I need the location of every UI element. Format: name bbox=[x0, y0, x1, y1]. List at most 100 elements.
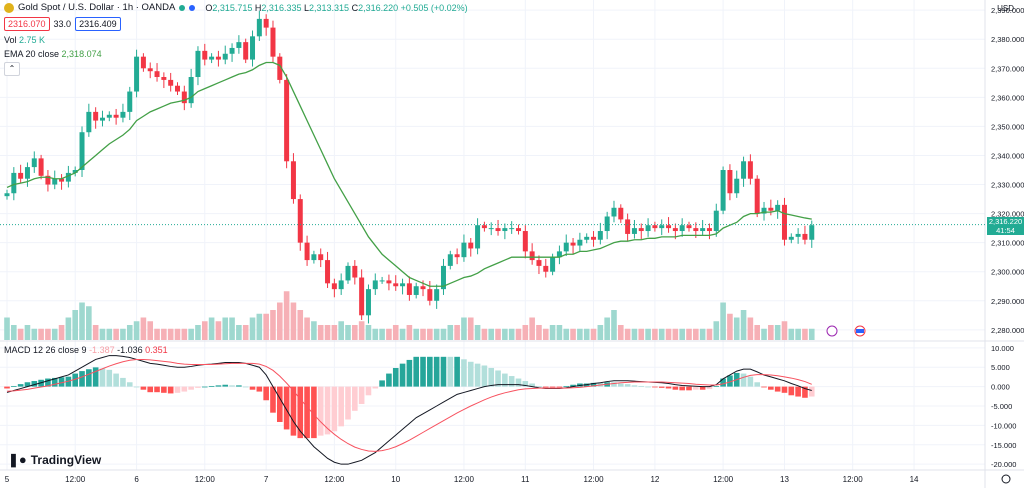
macd-histogram-bar bbox=[536, 385, 542, 387]
volume-bar bbox=[277, 302, 283, 340]
macd-histogram-bar bbox=[427, 356, 433, 387]
macd-hist-value: -1.387 bbox=[89, 345, 115, 355]
macd-histogram-bar bbox=[693, 386, 699, 390]
candle-body bbox=[686, 225, 692, 229]
macd-histogram-bar bbox=[652, 386, 658, 388]
volume-bar bbox=[399, 328, 406, 340]
candle-body bbox=[454, 254, 460, 258]
macd-histogram-bar bbox=[277, 386, 283, 422]
volume-bar bbox=[747, 317, 754, 340]
macd-histogram-bar bbox=[133, 386, 140, 388]
candle-body bbox=[72, 170, 78, 173]
macd-histogram-bar bbox=[188, 386, 194, 390]
currency-label[interactable]: USD bbox=[997, 4, 1014, 13]
macd-histogram-bar bbox=[740, 373, 747, 387]
macd-histogram-bar bbox=[297, 386, 304, 439]
candle-body bbox=[236, 42, 242, 48]
volume-bar bbox=[92, 325, 99, 340]
sell-button[interactable]: 2316.070 bbox=[4, 17, 50, 31]
ohlc-values: O2,315.715 H2,316.335 L2,313.315 C2,316.… bbox=[205, 3, 468, 13]
price-tick-label: 2,350.000 bbox=[991, 122, 1024, 131]
volume-bar bbox=[174, 328, 181, 340]
candle-body bbox=[18, 172, 24, 179]
macd-histogram-bar bbox=[79, 371, 85, 387]
price-tick-label: 2,310.000 bbox=[991, 239, 1024, 248]
volume-bar bbox=[188, 328, 194, 340]
macd-histogram-bar bbox=[99, 368, 106, 387]
candle-body bbox=[556, 251, 562, 258]
macd-histogram-bar bbox=[126, 382, 133, 387]
volume-bar bbox=[4, 317, 10, 340]
macd-histogram-bar bbox=[508, 376, 515, 387]
candle-body bbox=[222, 53, 228, 60]
candle-body bbox=[215, 56, 221, 60]
symbol-title[interactable]: Gold Spot / U.S. Dollar · 1h · OANDA bbox=[18, 2, 176, 13]
tradingview-logo[interactable]: ❚● TradingView bbox=[8, 452, 102, 467]
collapse-legend-icon[interactable]: ⌃ bbox=[4, 62, 20, 76]
macd-histogram-bar bbox=[236, 385, 242, 387]
macd-histogram-bar bbox=[638, 385, 645, 387]
volume-legend[interactable]: Vol 2.75 K bbox=[4, 35, 46, 45]
macd-tick-label: 0.000 bbox=[991, 383, 1010, 392]
volume-bar bbox=[467, 317, 474, 340]
volume-bar bbox=[502, 328, 508, 340]
candle-body bbox=[584, 236, 590, 240]
volume-bar bbox=[51, 328, 58, 340]
volume-bar bbox=[522, 325, 529, 340]
macd-histogram-bar bbox=[515, 378, 522, 387]
candle-body bbox=[645, 225, 651, 232]
macd-histogram-bar bbox=[720, 378, 726, 387]
candle-body bbox=[781, 204, 787, 240]
macd-histogram-bar bbox=[365, 386, 372, 396]
candle-body bbox=[386, 280, 392, 284]
volume-bar bbox=[420, 328, 426, 340]
volume-bar bbox=[167, 328, 174, 340]
time-tick-label: 12:00 bbox=[195, 475, 216, 484]
macd-histogram-bar bbox=[768, 386, 774, 390]
candle-body bbox=[45, 175, 51, 185]
macd-histogram-bar bbox=[140, 386, 147, 390]
candle-body bbox=[550, 257, 556, 272]
macd-legend[interactable]: MACD 12 26 close 9 -1.387 -1.036 0.351 bbox=[4, 345, 168, 355]
candle-body bbox=[99, 117, 105, 121]
candle-body bbox=[304, 242, 310, 261]
macd-histogram-bar bbox=[802, 386, 808, 398]
candle-body bbox=[434, 289, 440, 301]
volume-bar bbox=[338, 321, 344, 340]
macd-histogram-bar bbox=[611, 382, 617, 387]
candle-body bbox=[536, 260, 542, 266]
candle-body bbox=[345, 265, 351, 281]
volume-bar bbox=[693, 328, 699, 340]
macd-histogram-bar bbox=[11, 385, 17, 387]
macd-histogram-bar bbox=[420, 356, 426, 387]
volume-bar bbox=[365, 325, 372, 340]
buy-button[interactable]: 2316.409 bbox=[75, 17, 121, 31]
candle-body bbox=[591, 236, 597, 240]
candle-body bbox=[475, 225, 481, 249]
macd-tick-label: 5.000 bbox=[991, 363, 1010, 372]
macd-histogram-bar bbox=[440, 356, 447, 387]
time-tick-label: 7 bbox=[264, 475, 269, 484]
volume-bar bbox=[386, 328, 392, 340]
macd-histogram-bar bbox=[58, 377, 65, 387]
volume-bar bbox=[488, 328, 495, 340]
candle-body bbox=[140, 56, 146, 69]
macd-histogram-bar bbox=[338, 386, 344, 427]
time-tick-label: 11 bbox=[521, 475, 530, 484]
volume-bar bbox=[686, 328, 692, 340]
macd-histogram-bar bbox=[706, 386, 713, 390]
volume-bar bbox=[331, 325, 338, 340]
time-tick-label: 10 bbox=[391, 475, 400, 484]
candle-body bbox=[31, 158, 37, 168]
volume-bar bbox=[454, 325, 460, 340]
macd-line bbox=[6, 355, 812, 465]
volume-bar bbox=[38, 328, 44, 340]
volume-bar bbox=[120, 328, 126, 340]
macd-histogram-bar bbox=[208, 385, 215, 387]
volume-bar bbox=[808, 328, 815, 340]
ema-legend[interactable]: EMA 20 close 2,318.074 bbox=[4, 49, 102, 59]
volume-bar bbox=[665, 328, 672, 340]
price-tick-label: 2,390.000 bbox=[991, 6, 1024, 15]
macd-histogram-bar bbox=[263, 386, 269, 401]
